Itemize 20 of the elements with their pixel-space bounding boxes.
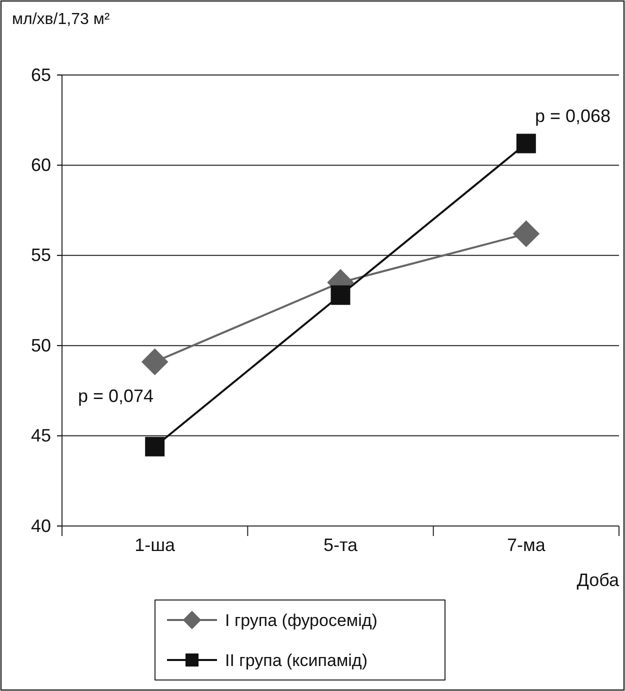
legend-label: I група (фуросемід): [225, 611, 378, 630]
legend-label: II група (ксипамід): [225, 651, 368, 670]
annotation: p = 0,074: [78, 386, 154, 406]
point: [330, 285, 350, 305]
x-axis-title: Доба: [576, 570, 620, 590]
point: [141, 348, 168, 376]
point: [516, 134, 536, 154]
x-tick-label: 1-ша: [134, 534, 176, 555]
y-axis-title: мл/хв/1,73 м²: [12, 11, 110, 28]
annotation: p = 0,068: [535, 106, 611, 126]
x-tick-label: 5-та: [323, 534, 359, 555]
y-tick-label: 55: [30, 245, 51, 266]
y-tick-label: 50: [30, 335, 51, 356]
x-tick-label: 7-ма: [506, 534, 546, 555]
y-tick-label: 60: [30, 154, 51, 175]
y-tick-label: 65: [30, 64, 51, 85]
y-tick-label: 45: [30, 426, 51, 446]
point: [145, 436, 165, 456]
point: [512, 220, 540, 248]
y-tick-label: 40: [30, 516, 51, 536]
